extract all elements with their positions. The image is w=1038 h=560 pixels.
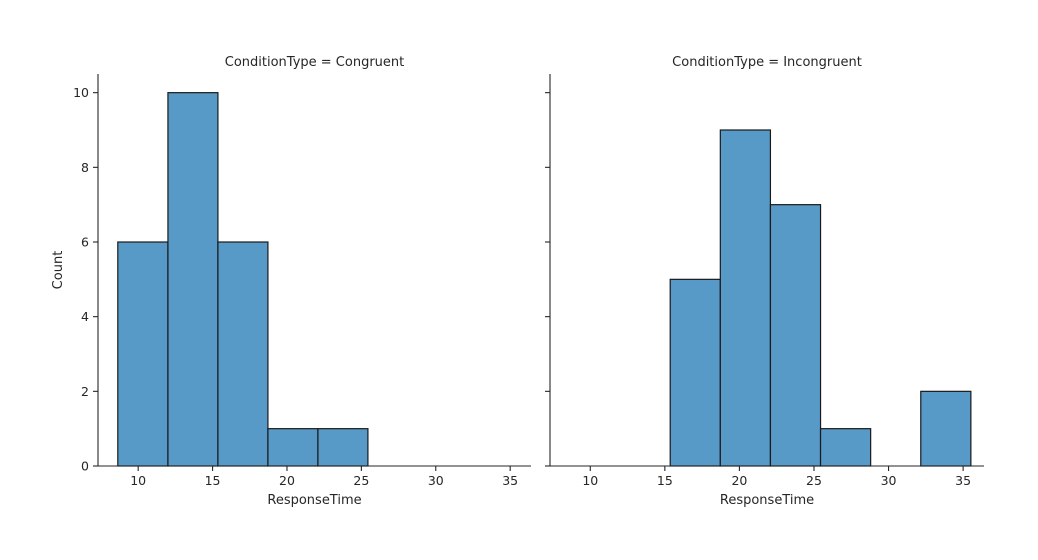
x-tick-label: 25	[806, 473, 822, 488]
histogram-bar	[769, 204, 822, 467]
histogram-bar	[167, 92, 219, 467]
panel-title: ConditionType = Congruent	[225, 55, 405, 70]
x-tick-label: 20	[279, 473, 295, 488]
histogram-bar	[117, 241, 169, 467]
x-tick-label: 10	[130, 473, 146, 488]
y-tick-label: 4	[81, 309, 89, 324]
panel-congruent: ConditionType = Congruent ResponseTime C…	[51, 55, 531, 508]
x-axis-label: ResponseTime	[720, 493, 814, 508]
x-tick-label: 25	[353, 473, 369, 488]
histogram-bar	[267, 428, 319, 467]
x-tick-label: 15	[657, 473, 673, 488]
panel-title: ConditionType = Incongruent	[672, 55, 862, 70]
x-tick-label: 20	[731, 473, 747, 488]
histogram-bar	[317, 428, 369, 467]
x-tick-label: 35	[955, 473, 971, 488]
x-tick-label: 10	[582, 473, 598, 488]
histogram-bar	[719, 129, 772, 467]
x-tick-label: 35	[502, 473, 518, 488]
histogram-bar	[819, 428, 872, 467]
histogram-bar	[920, 390, 972, 467]
y-tick-label: 2	[81, 384, 89, 399]
x-tick-label: 30	[428, 473, 444, 488]
y-tick-label: 0	[81, 459, 89, 474]
y-tick-label: 8	[81, 160, 89, 175]
y-tick-label: 6	[81, 235, 89, 250]
x-axis-label: ResponseTime	[267, 493, 361, 508]
histogram-bar	[217, 241, 269, 467]
y-axis-label: Count	[51, 251, 66, 290]
y-tick-label: 10	[73, 85, 89, 100]
x-tick-label: 30	[881, 473, 897, 488]
histogram-bar	[669, 278, 721, 467]
panel-incongruent: ConditionType = Incongruent ResponseTime…	[545, 55, 984, 508]
x-tick-label: 15	[205, 473, 221, 488]
